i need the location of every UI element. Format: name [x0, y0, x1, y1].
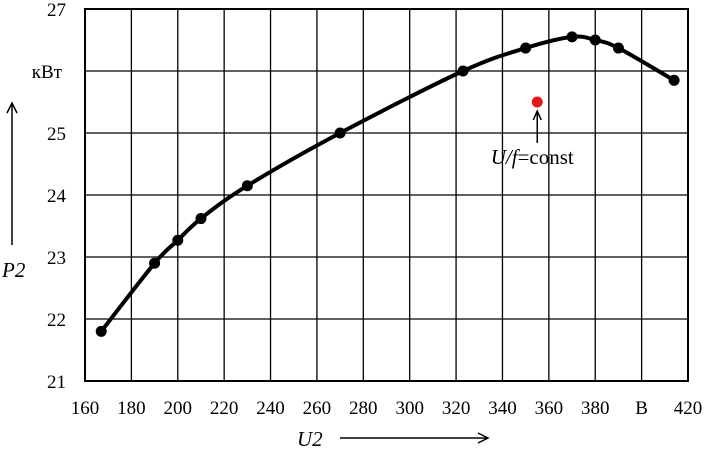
data-point — [457, 65, 469, 77]
y-tick-label: 25 — [47, 124, 66, 145]
y-tick-label: 24 — [47, 186, 67, 207]
y-tick-label: 22 — [47, 310, 66, 331]
data-point — [241, 180, 253, 192]
data-point — [589, 34, 601, 46]
data-point — [95, 325, 107, 337]
x-tick-label: 260 — [303, 398, 332, 419]
y-tick-label: 23 — [47, 248, 66, 269]
data-point — [612, 42, 624, 54]
x-tick-label: 360 — [535, 398, 564, 419]
data-point — [668, 74, 680, 86]
x-axis-title: U2 — [297, 427, 323, 450]
x-tick-label: 240 — [256, 398, 285, 419]
data-point — [172, 234, 184, 246]
y-axis-title: P2 — [1, 258, 26, 282]
x-tick-label: 280 — [349, 398, 378, 419]
x-tick-label: В — [635, 398, 648, 419]
special-point — [531, 96, 543, 108]
plot-frame — [84, 8, 689, 382]
x-tick-label: 380 — [581, 398, 610, 419]
series-line — [99, 34, 677, 334]
x-axis-title-group: U2 — [297, 427, 490, 450]
annotation-label-rest: =const — [518, 145, 574, 169]
y-tick-labels: 21 22 23 24 25 кВт 27 — [32, 0, 67, 393]
annotation-arrow — [532, 109, 542, 143]
y-tick-label: 21 — [47, 372, 66, 393]
y-axis-title-group: P2 — [1, 101, 26, 282]
y-tick-label: 27 — [47, 0, 66, 21]
y-tick-label: кВт — [32, 62, 63, 83]
data-point — [334, 127, 346, 139]
data-point — [195, 213, 207, 225]
x-tick-label: 180 — [117, 398, 146, 419]
annotation-label-italic: U/f — [491, 145, 521, 169]
x-tick-label: 340 — [488, 398, 517, 419]
x-tick-labels: 160 180 200 220 240 260 280 300 320 340 360 380 В 420 — [71, 398, 703, 419]
data-point — [149, 257, 161, 269]
annotation-label: U/f=const — [491, 145, 574, 169]
x-tick-label: 320 — [442, 398, 471, 419]
x-tick-label: 160 — [71, 398, 100, 419]
data-point — [566, 31, 578, 43]
data-points — [95, 31, 680, 337]
x-tick-label: 300 — [395, 398, 424, 419]
x-tick-label: 420 — [674, 398, 703, 419]
x-tick-label: 200 — [164, 398, 193, 419]
data-point — [520, 42, 532, 54]
x-tick-label: 220 — [210, 398, 239, 419]
grid — [84, 8, 689, 382]
